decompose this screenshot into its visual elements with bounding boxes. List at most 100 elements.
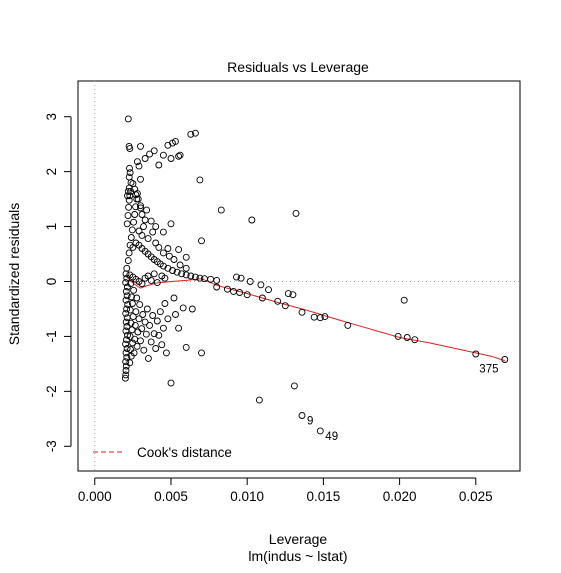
data-point <box>147 217 155 225</box>
data-point <box>159 151 167 159</box>
data-point <box>170 256 178 263</box>
data-point <box>126 359 134 367</box>
data-point <box>152 239 160 247</box>
data-point <box>135 162 143 170</box>
smooth-line-group <box>126 276 505 362</box>
data-point <box>124 192 131 200</box>
data-point <box>122 270 130 278</box>
x-tick-label: 0.025 <box>459 489 493 504</box>
data-point <box>127 187 135 195</box>
data-point <box>236 289 244 296</box>
chart-title: Residuals vs Leverage <box>227 59 369 75</box>
data-point <box>125 203 133 211</box>
data-point <box>124 212 132 220</box>
x-tick-label: 0.000 <box>78 489 112 504</box>
legend-label-cooks-distance: Cook's distance <box>137 445 232 460</box>
data-point <box>125 249 133 257</box>
data-point <box>123 305 131 313</box>
data-point <box>134 195 142 203</box>
data-point <box>146 321 154 329</box>
data-point <box>159 228 167 236</box>
data-point <box>265 286 272 294</box>
data-point <box>137 175 144 183</box>
data-point <box>122 287 130 295</box>
data-point <box>176 261 184 269</box>
data-point <box>162 349 170 357</box>
data-point <box>258 294 266 302</box>
data-point <box>124 257 132 265</box>
data-point <box>164 245 172 252</box>
data-point <box>127 319 135 327</box>
data-point <box>124 187 132 195</box>
data-point <box>122 318 130 326</box>
data-point <box>198 237 205 245</box>
data-point <box>156 308 164 316</box>
data-point <box>155 331 163 339</box>
data-point <box>290 382 298 390</box>
data-point <box>122 279 130 287</box>
data-point <box>187 272 195 280</box>
plot-area-frame <box>77 80 521 472</box>
data-point <box>167 220 175 228</box>
data-point <box>153 317 161 325</box>
data-point <box>122 358 130 366</box>
data-point <box>161 274 169 282</box>
y-tick-label: 3 <box>44 113 59 121</box>
data-point <box>159 262 167 270</box>
data-point <box>121 374 129 382</box>
data-point <box>289 291 297 299</box>
data-points <box>121 115 509 435</box>
data-point <box>182 253 190 261</box>
data-point <box>131 211 139 218</box>
data-point <box>123 292 131 300</box>
data-point <box>152 345 160 352</box>
point-label: 9 <box>307 416 313 428</box>
data-point <box>321 313 329 321</box>
data-point <box>292 209 300 217</box>
data-point <box>135 315 143 323</box>
data-point <box>127 234 135 241</box>
data-point <box>123 323 131 330</box>
data-point <box>130 349 138 357</box>
data-point <box>182 343 190 351</box>
data-point <box>123 345 131 352</box>
data-point <box>182 264 190 272</box>
data-point <box>138 325 146 333</box>
data-point <box>141 318 149 326</box>
data-point <box>131 321 139 329</box>
reference-lines <box>78 81 520 471</box>
data-point <box>137 337 144 345</box>
y-axis-label: Standardized residuals <box>6 203 22 345</box>
data-point <box>142 330 150 338</box>
data-point <box>274 297 282 305</box>
data-point <box>135 227 143 235</box>
data-point <box>281 302 289 310</box>
model-formula-label: lm(indus ~ lstat) <box>248 548 347 564</box>
x-tick-label: 0.005 <box>154 489 188 504</box>
data-point <box>344 321 352 329</box>
data-point <box>127 179 135 187</box>
data-point <box>128 293 135 301</box>
data-point <box>122 367 130 374</box>
data-point <box>123 336 130 344</box>
data-point <box>126 169 134 177</box>
data-point <box>169 267 176 274</box>
data-point <box>143 206 151 214</box>
data-point <box>172 311 179 318</box>
legend: Cook's distance <box>93 445 232 460</box>
data-point <box>123 264 131 272</box>
data-point <box>126 306 134 314</box>
data-point <box>316 427 324 435</box>
data-point <box>223 285 231 293</box>
x-axis-label: Leverage <box>269 531 328 547</box>
data-point <box>159 324 167 332</box>
data-point <box>133 342 141 350</box>
data-point <box>125 196 133 204</box>
data-point <box>246 278 254 285</box>
data-point <box>178 270 186 278</box>
data-point <box>137 142 144 150</box>
data-point <box>175 152 183 160</box>
data-point <box>123 353 131 361</box>
data-point <box>150 270 158 278</box>
